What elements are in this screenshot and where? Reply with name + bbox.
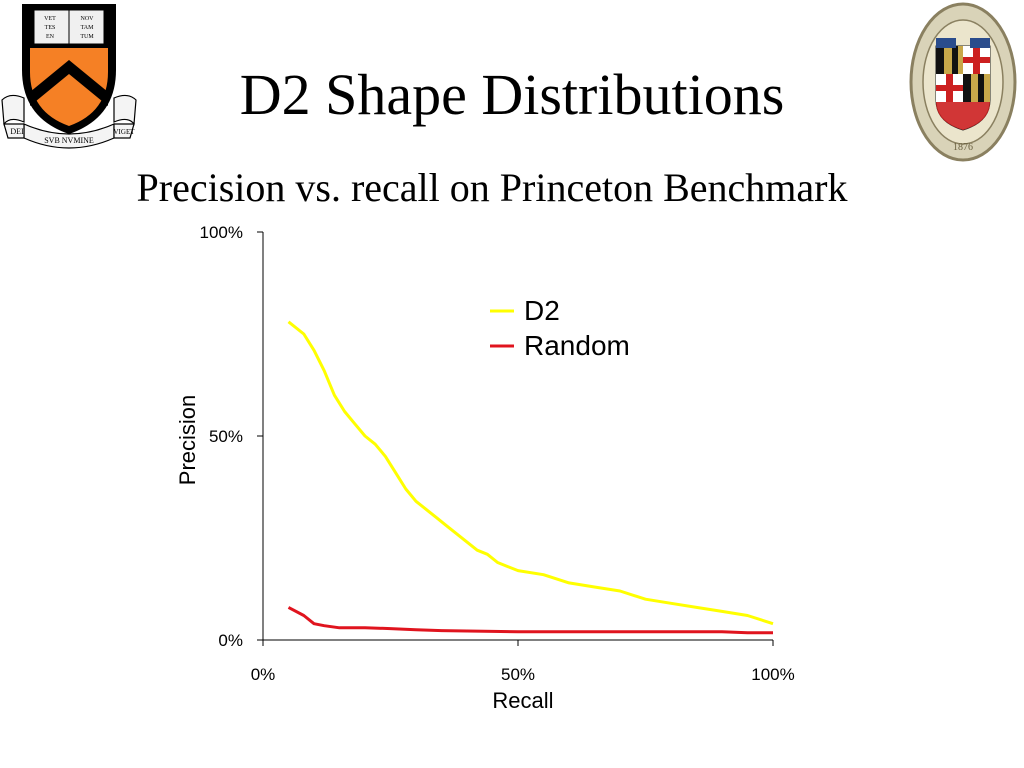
book-text-left-1: VET bbox=[44, 16, 56, 22]
series-line-d2 bbox=[287, 320, 774, 626]
series-line-random bbox=[287, 606, 773, 635]
book-text-left-3: EN bbox=[46, 34, 55, 40]
y-tick-label: 50% bbox=[209, 427, 243, 446]
x-axis-label: Recall bbox=[492, 688, 553, 713]
slide-title: D2 Shape Distributions bbox=[239, 62, 785, 127]
legend-label-random: Random bbox=[524, 330, 630, 361]
princeton-shield-logo: VET TES EN NOV TAM TUM DEI SVB NVMINE VI… bbox=[0, 0, 140, 155]
chart-series bbox=[287, 320, 774, 635]
book-text-right-2: TAM bbox=[81, 25, 95, 31]
y-tick-label: 0% bbox=[218, 631, 243, 650]
motto-svb-nvmine: SVB NVMINE bbox=[44, 136, 94, 145]
book-text-right-3: TUM bbox=[80, 34, 94, 40]
x-tick-label: 0% bbox=[251, 665, 276, 684]
chart-axes: 0% 50% 100% 0% 50% 100% bbox=[200, 223, 795, 684]
y-tick-label: 100% bbox=[200, 223, 243, 242]
chart-legend: D2 Random bbox=[490, 295, 630, 361]
motto-dei: DEI bbox=[10, 127, 24, 136]
y-axis-label: Precision bbox=[175, 395, 200, 485]
legend-label-d2: D2 bbox=[524, 295, 560, 326]
slide-subtitle: Precision vs. recall on Princeton Benchm… bbox=[136, 165, 848, 210]
x-tick-label: 50% bbox=[501, 665, 535, 684]
book-text-right-1: NOV bbox=[81, 16, 95, 22]
book-text-left-2: TES bbox=[45, 25, 56, 31]
seal-year: 1876 bbox=[953, 142, 973, 153]
x-tick-label: 100% bbox=[751, 665, 794, 684]
johns-hopkins-seal-logo: 1876 bbox=[906, 0, 1021, 170]
motto-viget: VIGET bbox=[114, 128, 136, 136]
